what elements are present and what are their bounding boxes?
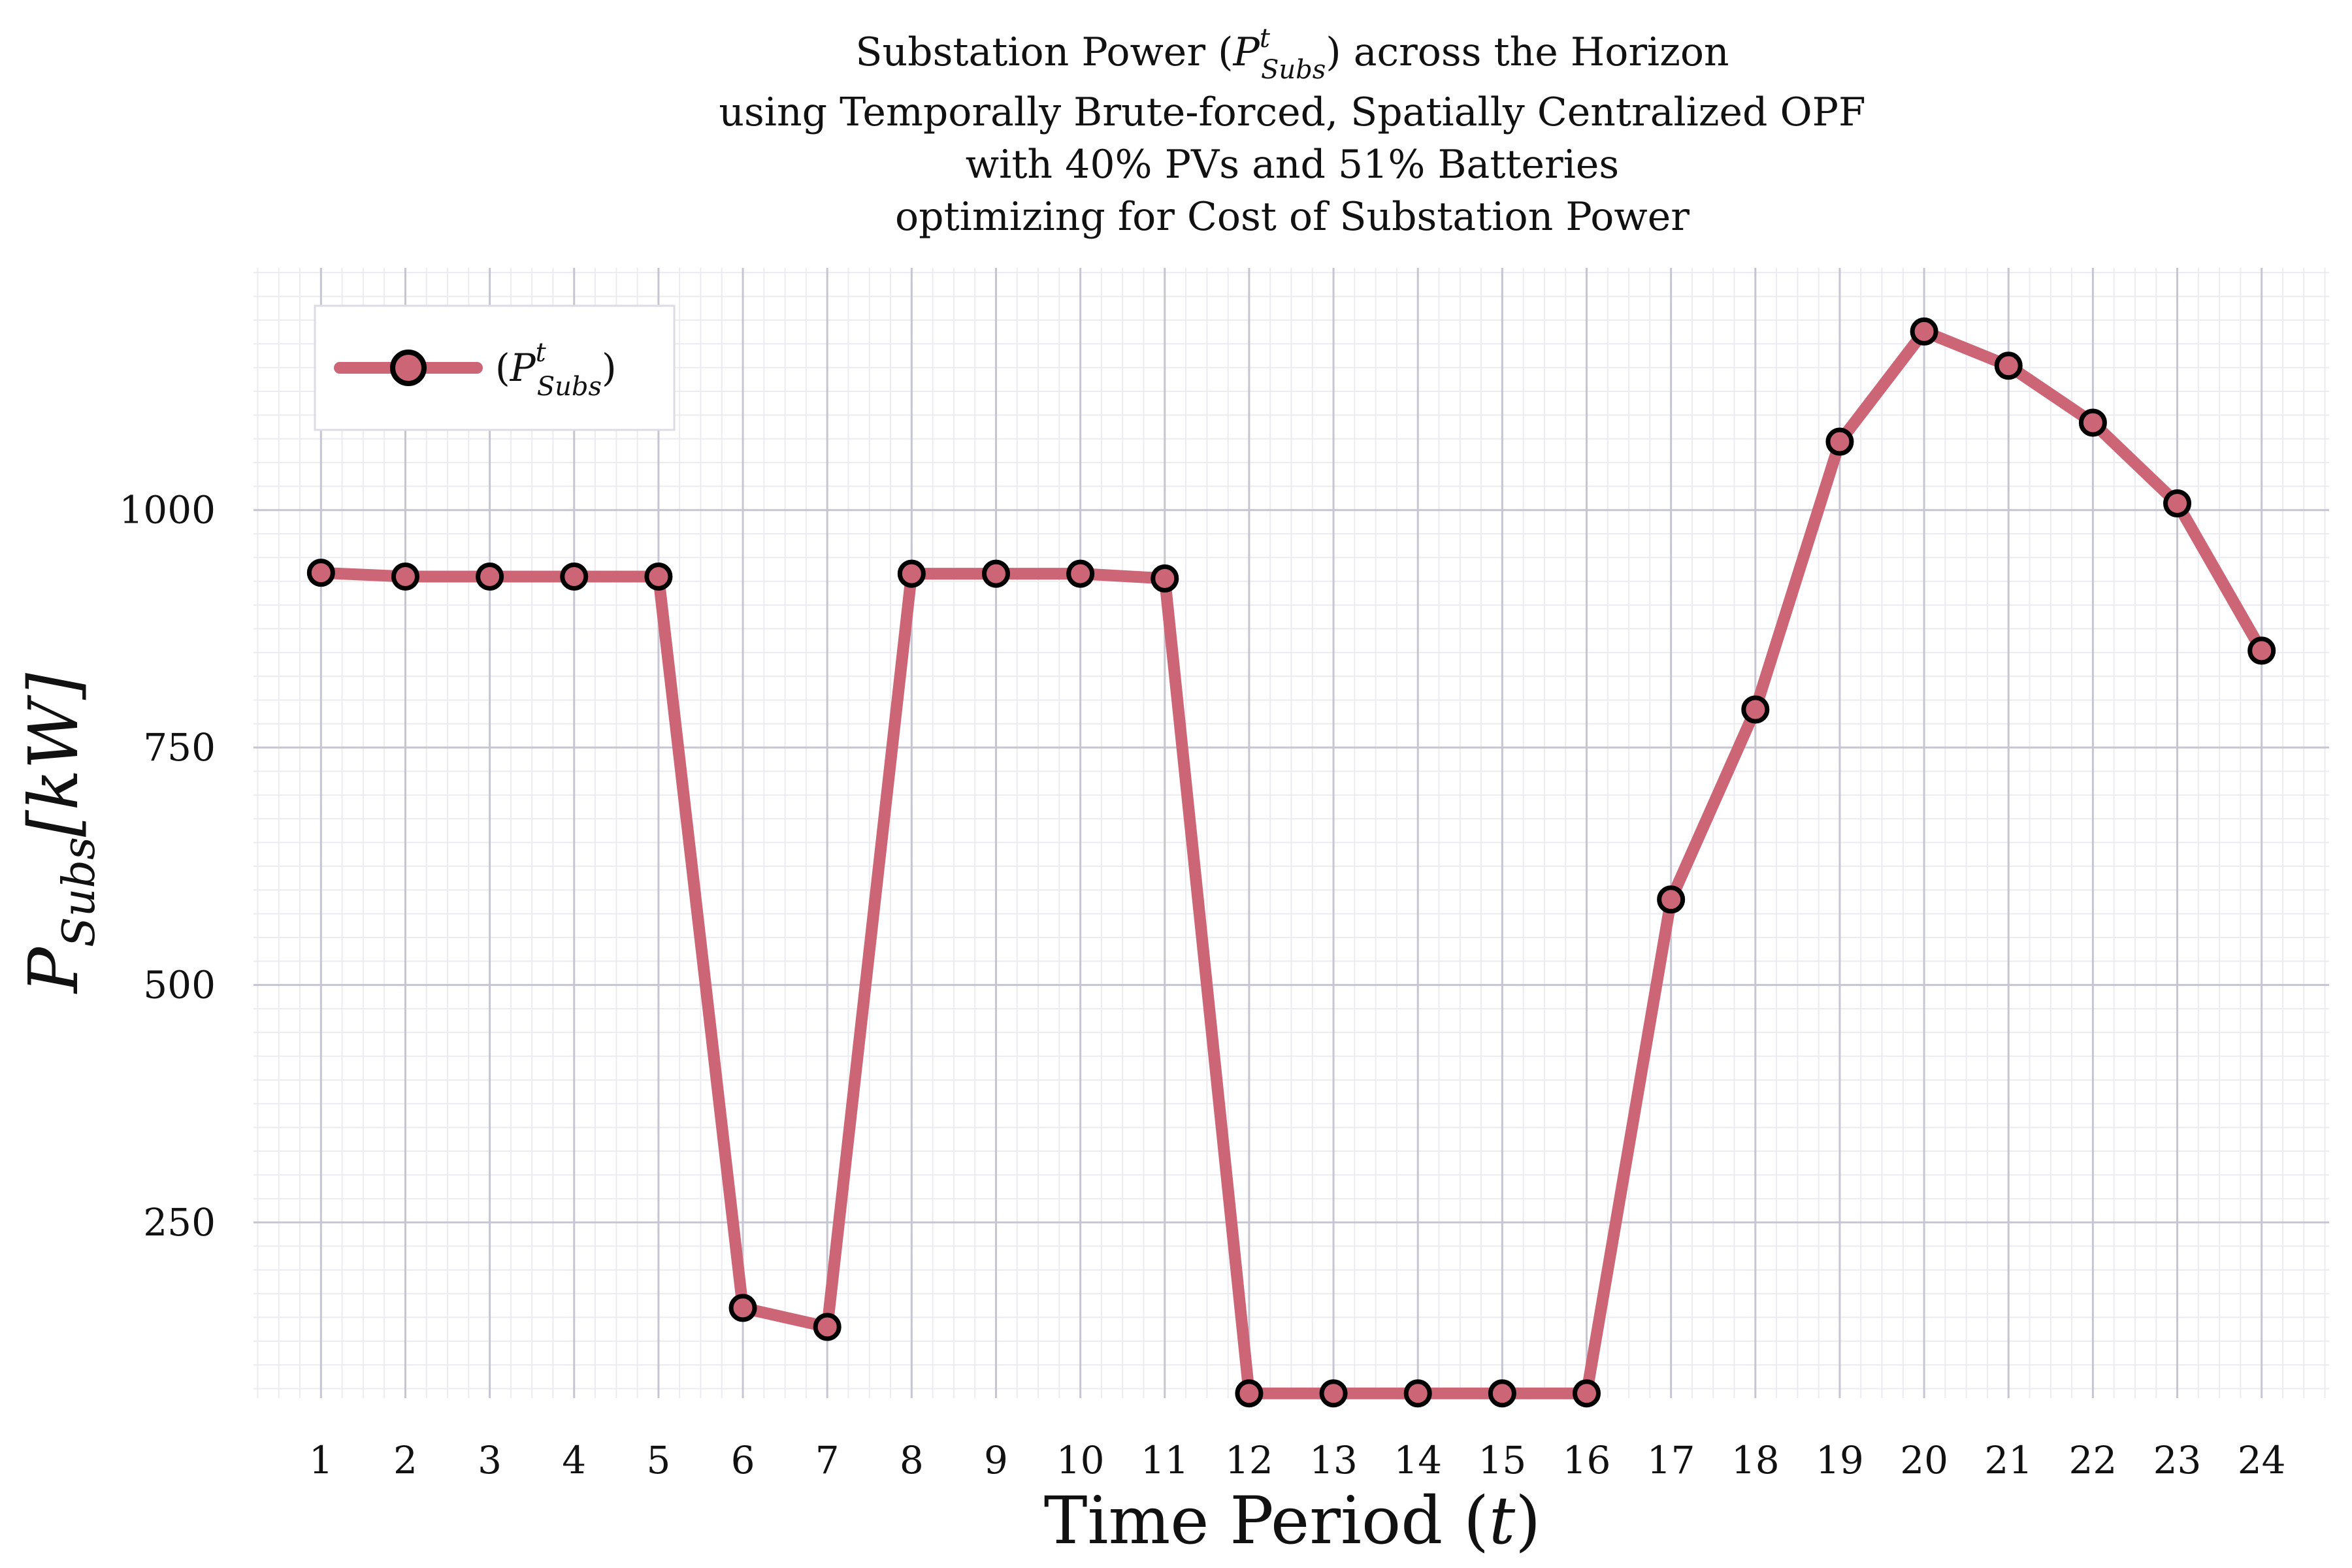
data-point bbox=[1573, 1379, 1601, 1408]
y-tick-label: 1000 bbox=[119, 488, 216, 532]
x-tick-label: 7 bbox=[815, 1438, 840, 1482]
series-points bbox=[306, 317, 2276, 1408]
x-tick-label: 22 bbox=[2068, 1438, 2117, 1482]
x-tick-label: 5 bbox=[646, 1438, 670, 1482]
x-tick-label: 20 bbox=[1900, 1438, 1948, 1482]
data-point bbox=[728, 1294, 757, 1322]
minor-grid bbox=[253, 268, 2329, 1398]
x-tick-label: 21 bbox=[1984, 1438, 2033, 1482]
x-tick-label: 1 bbox=[309, 1438, 333, 1482]
x-tick-label: 8 bbox=[900, 1438, 924, 1482]
title-line-4: optimizing for Cost of Substation Power bbox=[895, 194, 1690, 240]
data-point bbox=[1403, 1379, 1432, 1408]
y-tick-labels: 250 500 750 1000 bbox=[119, 488, 216, 1245]
data-point bbox=[2163, 489, 2192, 518]
title-line-2: using Temporally Brute-forced, Spatially… bbox=[719, 90, 1865, 135]
data-point bbox=[981, 559, 1010, 588]
legend-marker bbox=[390, 350, 427, 386]
y-tick-label: 750 bbox=[143, 725, 216, 770]
data-point bbox=[1066, 559, 1095, 588]
x-axis-title: Time Period (t) bbox=[1044, 1482, 1541, 1559]
x-tick-label: 9 bbox=[984, 1438, 1008, 1482]
series-lines bbox=[315, 325, 2268, 1399]
data-point bbox=[560, 562, 589, 591]
y-axis-title: PSubs[kW] bbox=[14, 673, 105, 994]
data-point bbox=[1319, 1379, 1348, 1408]
data-point bbox=[1151, 564, 1179, 593]
x-tick-label: 11 bbox=[1141, 1438, 1189, 1482]
x-tick-label: 17 bbox=[1647, 1438, 1695, 1482]
x-tick-label: 24 bbox=[2238, 1438, 2286, 1482]
y-tick-label: 500 bbox=[143, 963, 216, 1007]
data-point bbox=[2247, 636, 2276, 665]
chart-title: Substation Power (Pt Subs) across the Hor… bbox=[719, 24, 1865, 240]
data-point bbox=[1910, 317, 1938, 346]
x-axis-label: Time Period (t) bbox=[1044, 1482, 1541, 1559]
data-point bbox=[1741, 695, 1770, 724]
data-point bbox=[1488, 1379, 1516, 1408]
data-point bbox=[813, 1313, 841, 1341]
x-tick-label: 15 bbox=[1478, 1438, 1526, 1482]
y-tick-label: 250 bbox=[143, 1200, 216, 1245]
x-tick-label: 13 bbox=[1309, 1438, 1358, 1482]
x-tick-label: 16 bbox=[1563, 1438, 1611, 1482]
major-grid bbox=[253, 268, 2329, 1398]
x-tick-label: 18 bbox=[1731, 1438, 1780, 1482]
legend-label: (Pt Subs) bbox=[495, 338, 617, 402]
data-point bbox=[897, 559, 926, 588]
data-point bbox=[391, 562, 419, 591]
x-tick-label: 6 bbox=[731, 1438, 755, 1482]
x-tick-label: 23 bbox=[2153, 1438, 2202, 1482]
data-point bbox=[476, 562, 504, 591]
data-point bbox=[1825, 427, 1854, 456]
data-point bbox=[1235, 1379, 1264, 1408]
title-line-3: with 40% PVs and 51% Batteries bbox=[966, 142, 1619, 188]
data-point bbox=[2078, 408, 2107, 437]
y-axis-label: PSubs[kW] bbox=[14, 673, 105, 994]
data-point bbox=[306, 559, 335, 587]
x-tick-label: 4 bbox=[562, 1438, 586, 1482]
x-tick-label: 2 bbox=[393, 1438, 417, 1482]
x-tick-label: 12 bbox=[1225, 1438, 1273, 1482]
data-point bbox=[1657, 885, 1686, 914]
x-tick-label: 3 bbox=[478, 1438, 502, 1482]
x-tick-label: 19 bbox=[1816, 1438, 1864, 1482]
legend: (Pt Subs) bbox=[314, 304, 676, 431]
title-line-1: Substation Power (Pt Subs) across the Hor… bbox=[855, 24, 1729, 85]
data-point bbox=[644, 562, 673, 591]
x-tick-labels: 1 2 3 4 5 6 7 8 9 10 11 12 13 14 15 16 17 18 19 20 21 22 23 24 bbox=[309, 1438, 2286, 1482]
x-tick-label: 10 bbox=[1056, 1438, 1105, 1482]
series-line bbox=[315, 325, 2268, 1399]
x-tick-label: 14 bbox=[1394, 1438, 1442, 1482]
data-point bbox=[1994, 351, 2023, 380]
